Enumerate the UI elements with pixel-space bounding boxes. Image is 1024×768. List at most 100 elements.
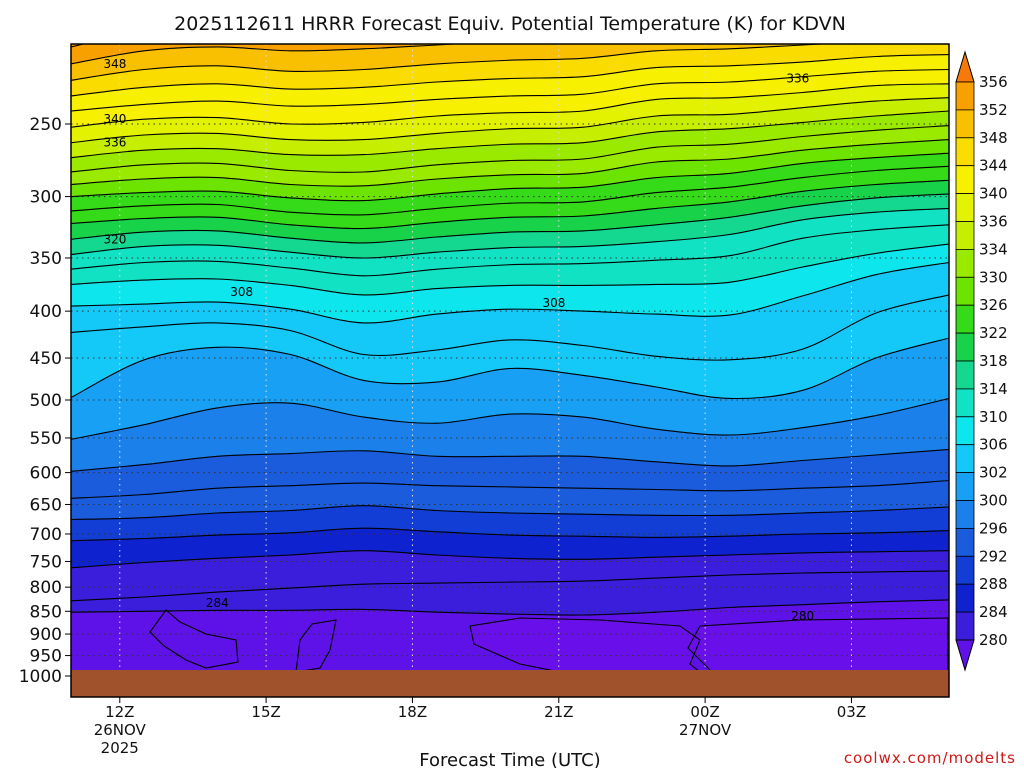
plot-frame	[70, 43, 950, 698]
colorbar-label: 302	[979, 464, 1008, 482]
colorbar-label: 288	[979, 575, 1008, 593]
colorbar-label: 326	[979, 296, 1008, 314]
colorbar-box	[955, 444, 975, 474]
contour-label: 320	[103, 232, 126, 246]
y-tick-label: 300	[30, 188, 62, 208]
y-tick-label: 800	[30, 578, 62, 598]
contour-label: 284	[206, 596, 229, 610]
colorbar-box	[955, 193, 975, 222]
isoline	[71, 54, 949, 97]
isoline	[71, 337, 949, 400]
colorbar-label: 296	[979, 519, 1008, 537]
y-tick-label: 500	[30, 391, 62, 411]
colorbar-label: 340	[979, 185, 1008, 203]
contour-lines	[71, 44, 949, 673]
colorbar-bottom-arrow	[955, 639, 975, 672]
colorbar-top-arrow	[955, 50, 975, 83]
isoline	[71, 448, 949, 472]
isoline	[71, 527, 949, 542]
colorbar-box	[955, 276, 975, 306]
colorbar-label: 310	[979, 408, 1008, 426]
y-tick-label: 900	[30, 625, 62, 645]
contour-label: 348	[103, 57, 126, 71]
y-axis: 250 300 350 400 450 500 550 600 650 700 750 800 850 9…	[19, 115, 71, 687]
colorbar-box	[955, 304, 975, 334]
isoline	[71, 179, 949, 230]
isoline	[71, 110, 949, 159]
colorbar-box	[955, 165, 975, 194]
colorbar-label: 336	[979, 213, 1008, 231]
colorbar-label: 330	[979, 268, 1008, 286]
colorbar-label: 334	[979, 240, 1008, 258]
colorbar-box	[955, 611, 975, 641]
colorbar-box	[955, 472, 975, 501]
x-tick-year: 2025	[101, 739, 139, 757]
contour-label: 352	[352, 0, 375, 11]
colorbar-label: 344	[979, 157, 1008, 175]
x-tick-label: 15Z	[251, 703, 280, 721]
isoline	[71, 550, 949, 569]
isoline	[71, 152, 949, 202]
terrain-ground	[71, 670, 949, 697]
contour-label: 340	[103, 112, 126, 126]
colorbar-box	[955, 248, 975, 278]
contour-label-layer: 352 348 340 336 336 320 308 308 284 280	[103, 0, 814, 623]
colorbar-label: 352	[979, 101, 1008, 119]
contour-label: 280	[791, 609, 814, 623]
colorbar-box	[955, 360, 975, 390]
isoline	[71, 207, 949, 259]
colorbar-label: 280	[979, 631, 1008, 649]
colorbar-label: 300	[979, 492, 1008, 510]
y-tick-label: 700	[30, 525, 62, 545]
isoline	[71, 294, 949, 361]
isoline	[71, 83, 949, 128]
colorbar-box	[955, 388, 975, 418]
isoline	[71, 44, 465, 65]
isoline	[71, 261, 949, 324]
contour-label: 308	[542, 296, 565, 310]
colorbar-box	[955, 109, 975, 139]
isoline	[71, 97, 949, 144]
y-tick-label: 850	[30, 602, 62, 622]
credit-text: coolwx.com/modelts	[844, 749, 1016, 767]
colorbar-box	[955, 500, 975, 529]
isoline	[71, 68, 949, 112]
colorbar-label: 284	[979, 603, 1008, 621]
x-tick-label: 21Z	[544, 703, 573, 721]
y-tick-label: 450	[30, 349, 62, 369]
cold-pocket	[470, 618, 700, 672]
contour-label: 336	[103, 136, 126, 150]
x-axis-label: Forecast Time (UTC)	[419, 750, 600, 768]
x-tick-label: 18Z	[398, 703, 427, 721]
colorbar-box	[955, 416, 975, 446]
y-tick-label: 650	[30, 495, 62, 515]
isoline	[71, 44, 831, 81]
isoline	[71, 224, 949, 277]
colorbar-box	[955, 528, 975, 557]
y-tick-label: 550	[30, 429, 62, 449]
y-tick-label: 950	[30, 647, 62, 667]
y-tick-label: 600	[30, 464, 62, 484]
isoline	[71, 165, 949, 216]
contour-label: 336	[786, 71, 809, 85]
colorbar-label: 348	[979, 129, 1008, 147]
isoline	[71, 570, 949, 602]
x-tick-date: 26NOV	[94, 721, 147, 739]
isoline-closed	[149, 609, 239, 669]
chart-title: 2025112611 HRRR Forecast Equiv. Potentia…	[174, 13, 846, 35]
y-tick-label: 350	[30, 249, 62, 269]
colorbar-label: 356	[979, 73, 1008, 91]
y-tick-label: 400	[30, 302, 62, 322]
colorbar-box	[955, 555, 975, 585]
contour-label: 308	[230, 285, 253, 299]
colorbar-box	[955, 583, 975, 613]
isoline	[71, 479, 949, 499]
y-tick-label: 750	[30, 552, 62, 572]
colorbar-label: 306	[979, 436, 1008, 454]
y-tick-label: 1000	[19, 667, 62, 687]
colorbar-label: 322	[979, 324, 1008, 342]
colorbar-box	[955, 137, 975, 167]
x-tick-label: 12Z	[105, 703, 134, 721]
